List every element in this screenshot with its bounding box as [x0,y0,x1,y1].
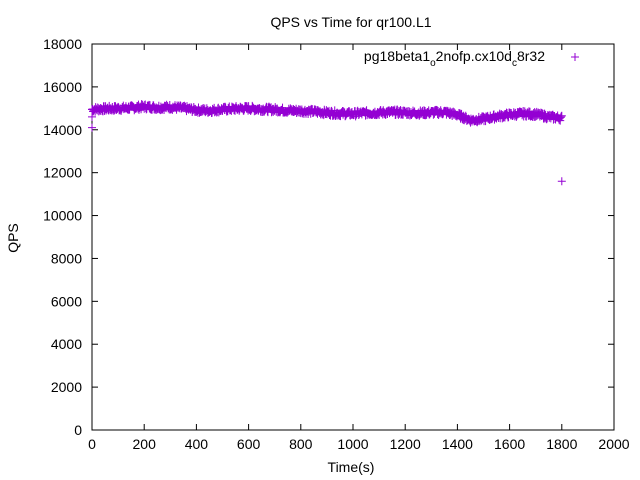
legend-entry-label: pg18beta1o2nofp.cx10dc8r32 [364,48,545,69]
data-point [557,111,566,120]
y-tick-label: 14000 [43,122,82,138]
y-tick-label: 2000 [51,379,82,395]
legend-marker-plus [571,53,579,61]
x-tick-label: 800 [289,436,313,452]
x-tick-label: 2000 [598,436,629,452]
data-point-outlier [88,123,96,132]
y-tick-label: 18000 [43,36,82,52]
y-tick-label: 12000 [43,165,82,181]
x-tick-label: 400 [185,436,209,452]
y-axis-ticks: 0 2000 4000 6000 8000 10000 12000 14000 16000 180… [43,36,614,438]
x-tick-label: 0 [88,436,96,452]
x-tick-label: 200 [133,436,157,452]
x-tick-label: 1000 [337,436,368,452]
x-tick-label: 1200 [390,436,421,452]
y-tick-label: 0 [74,422,82,438]
y-tick-label: 6000 [51,293,82,309]
x-tick-label: 1800 [546,436,577,452]
x-tick-label: 1400 [442,436,473,452]
data-point-outlier [88,112,96,121]
y-tick-label: 10000 [43,208,82,224]
y-tick-label: 8000 [51,250,82,266]
data-point [556,113,565,122]
x-tick-label: 1600 [494,436,525,452]
y-axis-label: QPS [5,223,21,253]
plot-area-border [91,43,615,431]
legend: pg18beta1o2nofp.cx10dc8r32 [364,48,579,69]
y-tick-label: 16000 [43,79,82,95]
x-tick-label: 600 [237,436,261,452]
x-axis-label: Time(s) [328,459,375,475]
legend-marker [571,53,579,61]
data-point-outlier [557,177,566,186]
x-axis-ticks: 0 200 400 600 800 1000 1200 1400 1600 1800 2000 [88,44,630,452]
chart-title: QPS vs Time for qr100.L1 [270,14,431,30]
data-point [271,103,280,112]
plot-frame [91,43,615,431]
data-point [457,109,466,118]
y-tick-label: 4000 [51,336,82,352]
series-points [88,100,566,186]
